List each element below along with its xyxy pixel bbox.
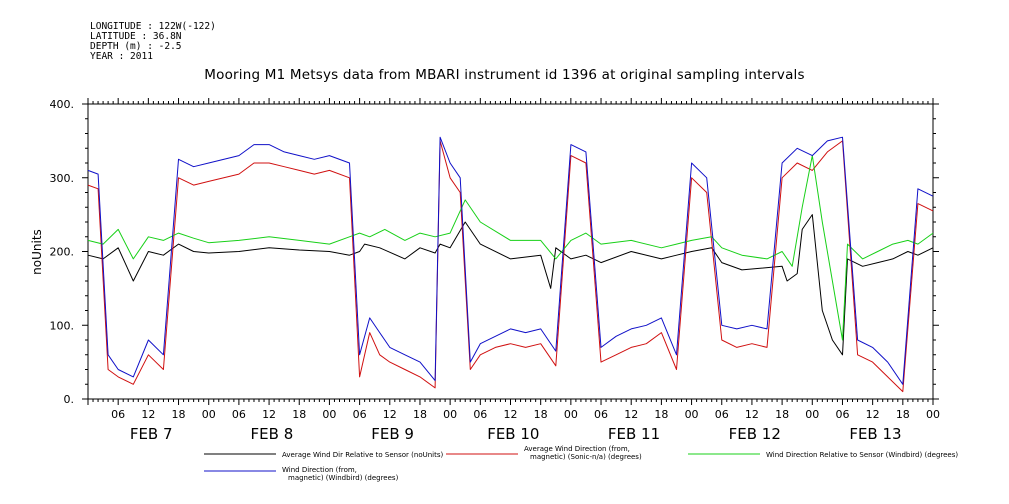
y-axis: 0. 100. 200. 300. 400.: [50, 98, 939, 406]
x-day-label: FEB 13: [849, 425, 901, 443]
legend-label-4: Wind Direction (from, magnetic) (Windbird…: [282, 466, 399, 482]
legend-label-line: magnetic) (Sonic-n/a) (degrees): [530, 453, 642, 461]
x-tick-label: 00: [322, 408, 336, 421]
y-tick-label: 400.: [50, 98, 75, 111]
x-tick-label: 18: [775, 408, 789, 421]
x-tick-label: 18: [413, 408, 427, 421]
x-tick-label: 06: [232, 408, 246, 421]
x-tick-label: 06: [353, 408, 367, 421]
series-group: [87, 136, 934, 393]
x-tick-label: 18: [654, 408, 668, 421]
y-tick-label: 0.: [64, 393, 75, 406]
legend-label-line: Average Wind Direction (from,: [524, 445, 630, 453]
series-line-1: [87, 214, 934, 356]
legend-label-line: Wind Direction (from,: [282, 466, 357, 474]
x-tick-label: 06: [835, 408, 849, 421]
x-tick-label: 18: [534, 408, 548, 421]
x-day-label: FEB 7: [130, 425, 173, 443]
legend-label-line: magnetic) (Windbird) (degrees): [288, 474, 399, 482]
x-tick-label: 00: [564, 408, 578, 421]
x-tick-label: 12: [866, 408, 880, 421]
x-tick-label: 06: [715, 408, 729, 421]
legend-label-2: Average Wind Direction (from, magnetic) (…: [524, 445, 642, 461]
x-tick-label: 06: [473, 408, 487, 421]
x-axis: 06 12 18 00 06 12 18 00 06 12 18 00 06 12 18 00 06 12 18 00…: [87, 98, 940, 443]
x-day-label: FEB 12: [729, 425, 781, 443]
x-tick-label: 00: [926, 408, 940, 421]
x-day-label: FEB 8: [251, 425, 294, 443]
y-tick-label: 200.: [50, 246, 75, 259]
x-day-label: FEB 11: [608, 425, 660, 443]
legend-label-1: Average Wind Dir Relative to Sensor (noU…: [282, 451, 443, 459]
x-tick-label: 06: [111, 408, 125, 421]
depth-label: DEPTH (m) : -2.5: [90, 41, 182, 52]
x-tick-label: 12: [745, 408, 759, 421]
series-line-2: [87, 140, 934, 393]
longitude-label: LONGITUDE : 122W(-122): [90, 21, 216, 32]
legend: Average Wind Dir Relative to Sensor (noU…: [204, 445, 958, 482]
x-tick-label: 12: [141, 408, 155, 421]
x-tick-label: 12: [504, 408, 518, 421]
x-tick-label: 00: [202, 408, 216, 421]
x-tick-label: 00: [805, 408, 819, 421]
x-day-label: FEB 10: [487, 425, 539, 443]
legend-label-3: Wind Direction Relative to Sensor (Windb…: [766, 451, 958, 459]
x-day-label: FEB 9: [371, 425, 414, 443]
y-tick-label: 300.: [50, 172, 75, 185]
year-label: YEAR : 2011: [90, 51, 153, 62]
chart-title: Mooring M1 Metsys data from MBARI instru…: [204, 67, 805, 83]
latitude-label: LATITUDE : 36.8N: [90, 31, 182, 42]
plot-frame: [87, 103, 934, 400]
series-line-3: [87, 155, 934, 341]
x-tick-label: 12: [383, 408, 397, 421]
x-tick-label: 18: [292, 408, 306, 421]
x-tick-label: 12: [262, 408, 276, 421]
x-tick-label: 18: [896, 408, 910, 421]
y-axis-label: noUnits: [30, 229, 44, 275]
x-tick-label: 00: [685, 408, 699, 421]
x-tick-label: 18: [172, 408, 186, 421]
y-tick-label: 100.: [50, 319, 75, 332]
x-tick-label: 00: [443, 408, 457, 421]
x-tick-label: 06: [594, 408, 608, 421]
x-tick-label: 12: [624, 408, 638, 421]
series-line-4: [87, 136, 934, 385]
